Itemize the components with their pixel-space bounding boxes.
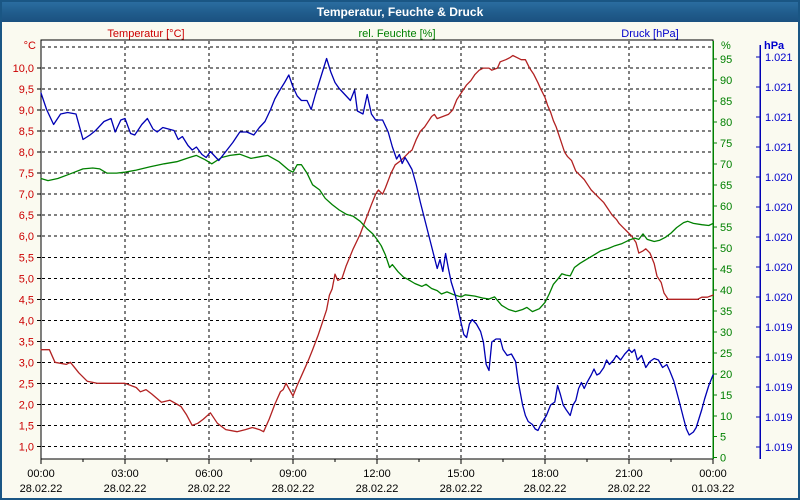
svg-text:3,5: 3,5 [19,336,34,348]
svg-text:18:00: 18:00 [531,468,559,480]
svg-text:00:00: 00:00 [27,468,55,480]
svg-text:2,0: 2,0 [19,399,34,411]
svg-text:10,0: 10,0 [13,63,34,75]
svg-text:50: 50 [720,243,732,255]
svg-text:70: 70 [720,159,732,171]
svg-text:15:00: 15:00 [447,468,475,480]
svg-text:1.020: 1.020 [765,232,793,244]
svg-text:1.020: 1.020 [765,172,793,184]
svg-text:75: 75 [720,138,732,150]
svg-text:95: 95 [720,54,732,66]
svg-text:28.02.22: 28.02.22 [272,483,315,495]
svg-text:01.03.22: 01.03.22 [692,483,735,495]
svg-text:3,0: 3,0 [19,357,34,369]
svg-text:28.02.22: 28.02.22 [188,483,231,495]
svg-text:1.020: 1.020 [765,202,793,214]
svg-text:8,5: 8,5 [19,126,34,138]
legend-pressure: Druck [hPa] [621,28,679,40]
svg-text:10: 10 [720,411,732,423]
svg-text:20: 20 [720,369,732,381]
svg-text:28.02.22: 28.02.22 [104,483,147,495]
svg-text:06:00: 06:00 [195,468,223,480]
svg-text:2,5: 2,5 [19,378,34,390]
svg-text:65: 65 [720,180,732,192]
svg-text:28.02.22: 28.02.22 [608,483,651,495]
svg-text:6,0: 6,0 [19,231,34,243]
svg-text:0: 0 [720,453,726,465]
celsius-axis-unit: °C [23,40,36,52]
svg-text:1,0: 1,0 [19,441,34,453]
svg-text:1.021: 1.021 [765,112,793,124]
svg-text:4,0: 4,0 [19,315,34,327]
svg-text:03:00: 03:00 [111,468,139,480]
svg-text:00:00: 00:00 [699,468,727,480]
svg-text:8,0: 8,0 [19,147,34,159]
svg-text:5: 5 [720,432,726,444]
hpa-axis-unit: hPa [764,40,785,52]
legend-temperature: Temperatur [°C] [107,28,185,40]
svg-text:28.02.22: 28.02.22 [356,483,399,495]
svg-text:1.019: 1.019 [765,442,793,454]
svg-text:1.021: 1.021 [765,142,793,154]
svg-text:1.019: 1.019 [765,352,793,364]
svg-text:5,0: 5,0 [19,273,34,285]
svg-text:28.02.22: 28.02.22 [20,483,63,495]
svg-text:30: 30 [720,327,732,339]
svg-text:35: 35 [720,306,732,318]
svg-text:25: 25 [720,348,732,360]
svg-text:1.019: 1.019 [765,412,793,424]
svg-text:40: 40 [720,285,732,297]
svg-text:1.020: 1.020 [765,262,793,274]
window-title: Temperatur, Feuchte & Druck [316,5,484,19]
svg-text:45: 45 [720,264,732,276]
window-title-bar: Temperatur, Feuchte & Druck [2,2,798,22]
svg-text:6,5: 6,5 [19,210,34,222]
svg-text:1,5: 1,5 [19,420,34,432]
svg-text:12:00: 12:00 [363,468,391,480]
svg-text:1.021: 1.021 [765,52,793,64]
svg-text:28.02.22: 28.02.22 [524,483,567,495]
svg-text:90: 90 [720,75,732,87]
percent-axis-unit: % [721,40,731,52]
svg-text:9,0: 9,0 [19,105,34,117]
svg-text:09:00: 09:00 [279,468,307,480]
svg-text:7,5: 7,5 [19,168,34,180]
svg-text:1.019: 1.019 [765,382,793,394]
svg-text:5,5: 5,5 [19,252,34,264]
svg-text:85: 85 [720,96,732,108]
svg-text:15: 15 [720,390,732,402]
svg-text:28.02.22: 28.02.22 [440,483,483,495]
legend-humidity: rel. Feuchte [%] [358,28,436,40]
svg-text:60: 60 [720,201,732,213]
svg-text:21:00: 21:00 [615,468,643,480]
svg-text:7,0: 7,0 [19,189,34,201]
svg-text:55: 55 [720,222,732,234]
svg-text:80: 80 [720,117,732,129]
svg-text:1.021: 1.021 [765,82,793,94]
svg-text:9,5: 9,5 [19,84,34,96]
svg-text:4,5: 4,5 [19,294,34,306]
svg-text:1.020: 1.020 [765,292,793,304]
svg-text:1.019: 1.019 [765,322,793,334]
